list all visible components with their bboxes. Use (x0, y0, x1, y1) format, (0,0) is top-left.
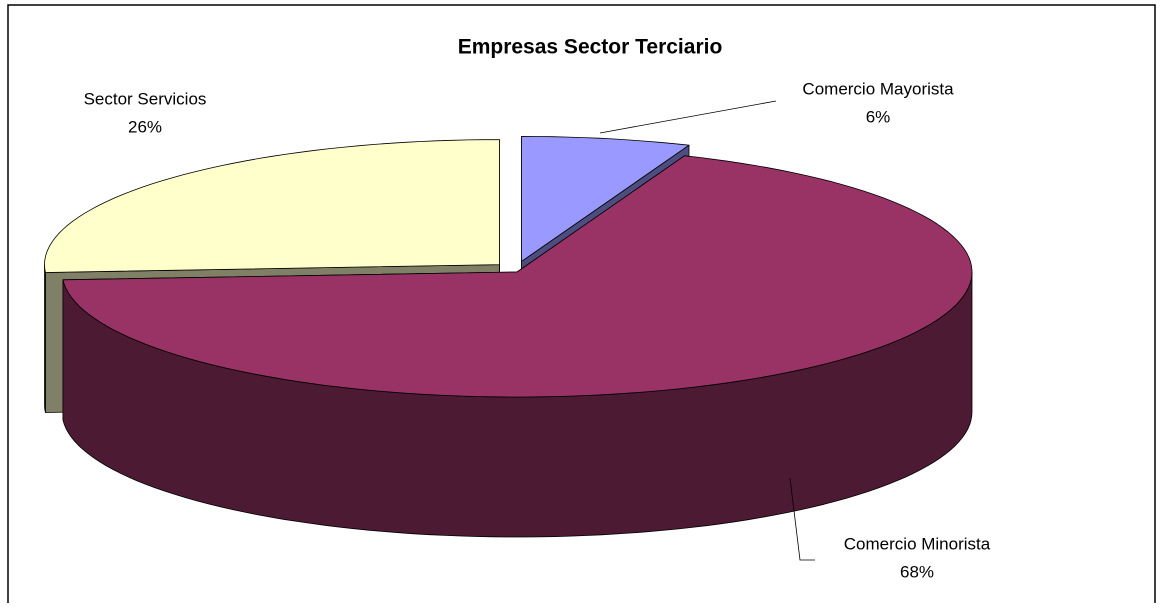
slice-wall (44, 264, 46, 413)
leader-line (599, 100, 777, 134)
slice (62, 155, 973, 398)
slice (521, 136, 690, 262)
data-label-value: 68% (900, 562, 934, 581)
chart-title: Empresas Sector Terciario (458, 36, 723, 59)
slice (44, 139, 500, 273)
data-label-value: 26% (128, 117, 162, 136)
data-label-value: 6% (866, 107, 891, 126)
data-label-name: Comercio Mayorista (802, 79, 954, 98)
leader-line (789, 477, 815, 561)
data-label-name: Comercio Minorista (844, 534, 991, 553)
data-label-name: Sector Servicios (84, 89, 207, 108)
